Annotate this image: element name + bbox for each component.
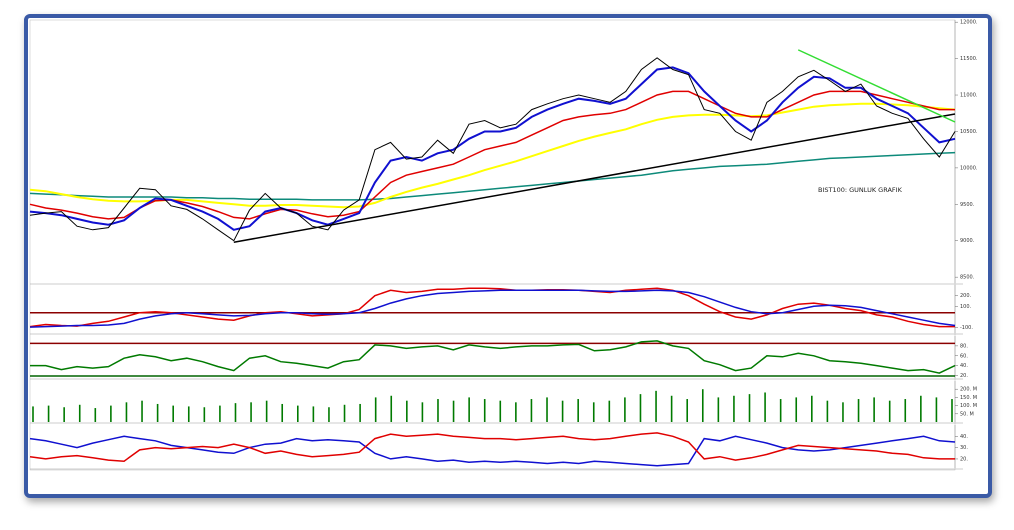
bar <box>265 400 268 422</box>
bar <box>655 390 657 422</box>
bar <box>281 403 284 422</box>
plot-area <box>29 19 956 471</box>
bar <box>826 400 829 422</box>
series-line <box>29 57 956 242</box>
bar <box>857 399 860 422</box>
bar <box>888 400 891 422</box>
bar <box>904 399 907 422</box>
y-tick-label: 8500. <box>960 275 975 281</box>
bar <box>63 407 65 422</box>
bar <box>312 406 315 422</box>
bar <box>842 402 844 422</box>
bar <box>951 399 953 422</box>
y-tick-label: 60. <box>960 353 968 359</box>
series-line <box>30 340 956 374</box>
bar <box>717 397 720 422</box>
series-line <box>29 66 956 231</box>
bar <box>32 406 34 422</box>
bar <box>546 397 548 422</box>
series-line <box>29 90 955 220</box>
bar <box>935 397 938 422</box>
bar <box>686 399 689 422</box>
bar <box>592 402 595 422</box>
bar <box>234 403 237 422</box>
bar <box>920 395 922 422</box>
y-tick-label: 100. M <box>960 403 977 409</box>
bar <box>701 389 704 422</box>
annotation: BIST100: GUNLUK GRAFIK <box>818 186 903 194</box>
y-tick-label: 10000. <box>960 165 978 171</box>
bar <box>515 402 517 422</box>
bar <box>172 405 174 422</box>
bar <box>483 399 486 422</box>
y-tick-label: 10500. <box>960 129 978 135</box>
y-tick-label: 200. M <box>960 387 977 393</box>
bar <box>47 405 50 422</box>
bar <box>406 400 408 422</box>
bar <box>125 402 128 422</box>
bar <box>764 392 766 422</box>
y-tick-label: 100. <box>960 304 972 310</box>
series-line <box>29 151 956 201</box>
bar <box>78 404 81 422</box>
y-tick-label: 40. <box>960 363 968 369</box>
bar <box>219 405 221 422</box>
bar <box>156 403 159 422</box>
bar <box>390 395 393 422</box>
y-tick-label: 30. <box>960 445 968 451</box>
y-tick-label: -100. <box>960 325 973 331</box>
y-tick-label: 20. <box>960 373 968 379</box>
y-tick-label: 50. M <box>960 411 974 417</box>
bar <box>374 397 377 422</box>
y-tick-label: 80. <box>960 343 968 349</box>
bar <box>639 394 642 422</box>
bar <box>141 400 143 422</box>
series-line <box>29 289 956 328</box>
bar <box>561 400 564 422</box>
y-tick-label: 200. <box>960 293 972 299</box>
bar <box>811 395 813 422</box>
bar <box>733 395 735 422</box>
bar <box>748 394 751 422</box>
bar <box>437 399 439 422</box>
bar <box>873 397 875 422</box>
y-tick-label: 150. M <box>960 395 977 401</box>
bar <box>250 402 252 422</box>
series-line <box>29 102 956 209</box>
y-tick-label: 12000. <box>960 20 978 26</box>
y-tick-label: 11500. <box>960 56 978 62</box>
y-tick-label: 9500. <box>960 202 975 208</box>
bar <box>577 399 579 422</box>
y-tick-label: 11000. <box>960 93 978 99</box>
bar <box>94 408 97 422</box>
bar <box>499 400 502 422</box>
bar <box>421 402 424 422</box>
bar <box>110 405 112 422</box>
bar <box>779 399 782 422</box>
bar <box>624 397 626 422</box>
y-tick-label: 20. <box>960 456 968 462</box>
bar <box>187 406 190 422</box>
trendline <box>233 113 956 243</box>
trendline <box>797 49 956 123</box>
bar <box>670 395 673 422</box>
bar <box>203 407 206 422</box>
series-line <box>29 432 955 462</box>
bar <box>530 399 533 422</box>
bar <box>452 400 455 422</box>
bar <box>343 404 346 422</box>
series-line <box>29 287 955 328</box>
bar <box>608 400 611 422</box>
bar <box>296 405 299 422</box>
bar <box>468 397 470 422</box>
bar <box>359 403 361 422</box>
y-tick-label: 9000. <box>960 238 975 244</box>
bar <box>328 407 330 422</box>
bar <box>795 397 798 422</box>
y-tick-label: 40. <box>960 434 968 440</box>
